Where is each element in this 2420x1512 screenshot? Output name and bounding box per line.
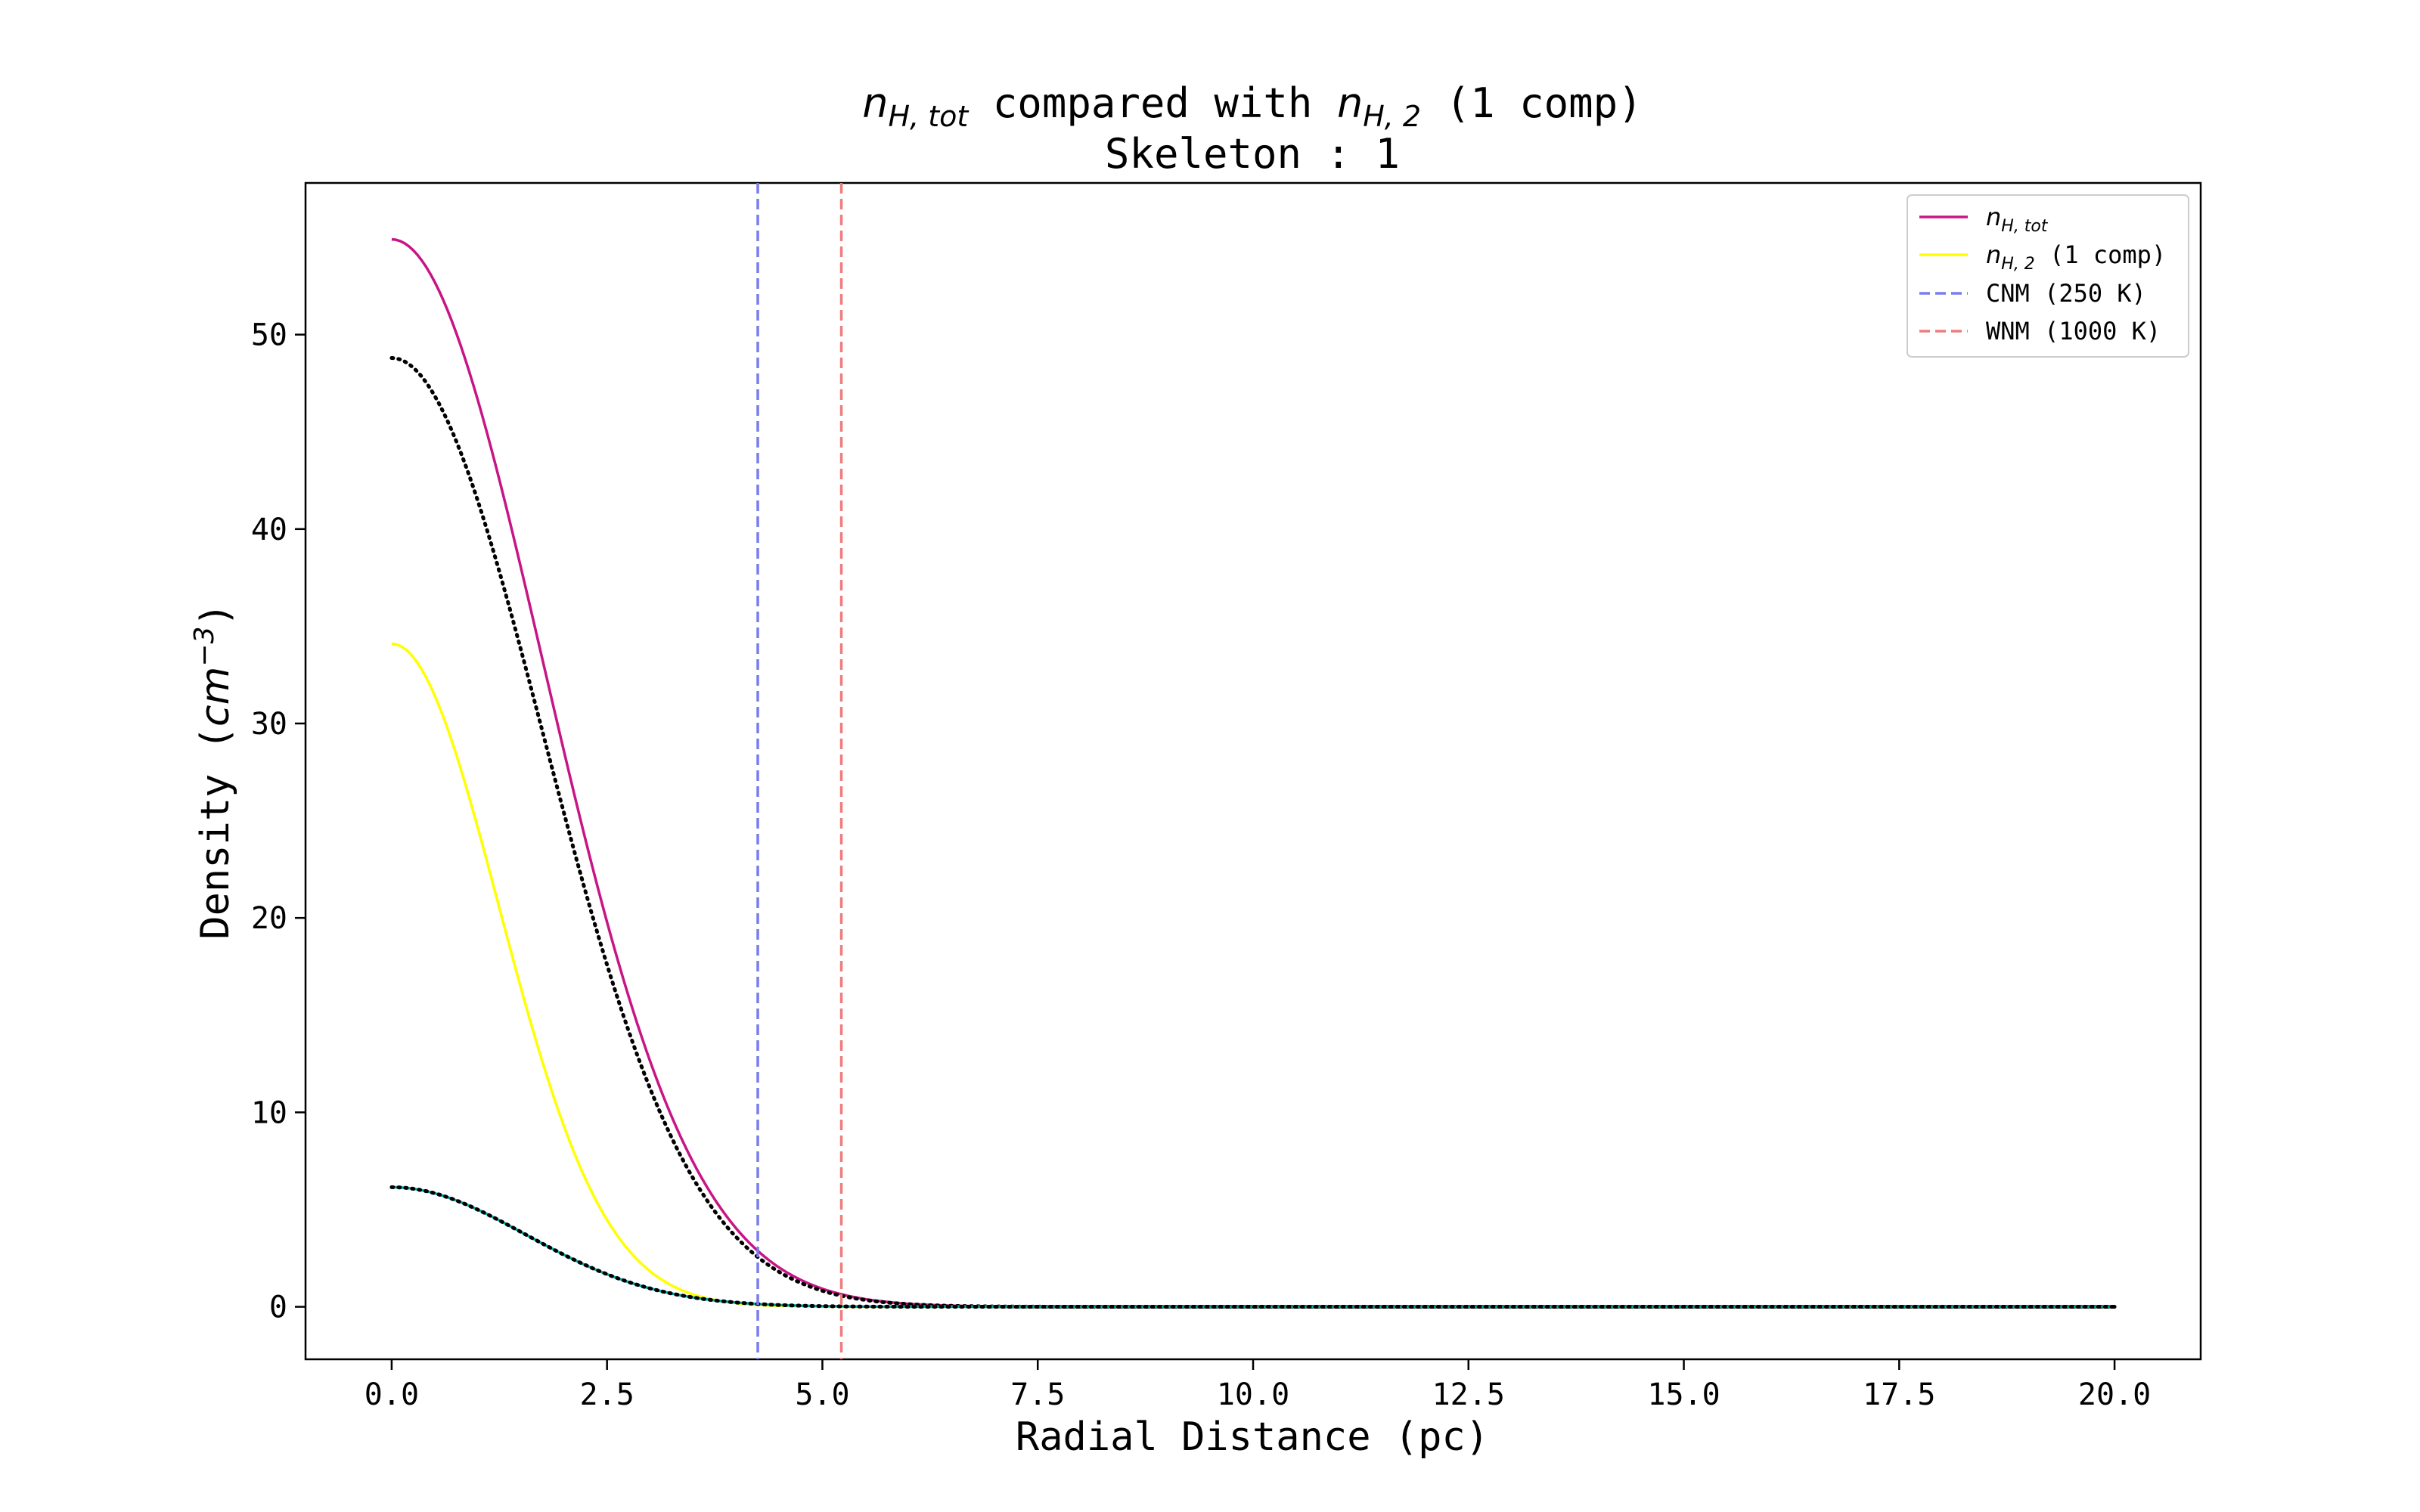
x-tick-label: 2.5: [580, 1377, 634, 1412]
title-ntot-symbol: n: [862, 79, 888, 127]
legend-nh2-subscript: H, 2: [2001, 255, 2035, 274]
y-label-exponent: −3: [189, 627, 220, 667]
title-nh2-subscript: H, 2: [1363, 100, 1421, 133]
x-axis-ticks: 0.0 2.5 5.0 7.5 10.0 12.5 15.0 17.5 20.0: [365, 1359, 2151, 1412]
y-tick-label: 20: [251, 901, 287, 936]
title-nh2-symbol: n: [1337, 79, 1363, 127]
legend-nh2-label: nH, 2 (1 comp): [1986, 240, 2166, 274]
x-tick-label: 17.5: [1863, 1377, 1935, 1412]
legend-ntot-symbol: n: [1986, 203, 2001, 231]
x-tick-label: 0.0: [365, 1377, 419, 1412]
x-tick-label: 12.5: [1432, 1377, 1505, 1412]
legend-cnm-label: CNM (250 K): [1986, 279, 2146, 308]
y-axis-ticks: 0 10 20 30 40 50: [251, 318, 306, 1325]
x-axis-label: Radial Distance (pc): [1016, 1414, 1489, 1460]
chart-title-line1: nH, tot compared with nH, 2 (1 comp): [862, 79, 1642, 133]
y-label-suffix: ): [193, 603, 238, 626]
plot-frame: [304, 181, 2202, 1361]
legend-ntot-subscript: H, tot: [2001, 217, 2049, 236]
y-label-unit: cm: [193, 667, 238, 727]
legend-wnm-label: WNM (1000 K): [1986, 317, 2161, 345]
legend-box: [1907, 194, 2189, 358]
series-group: [389, 237, 2117, 1309]
legend: nH, tot nH, 2 (1 comp) CNM (250 K) WNM (…: [1907, 194, 2189, 358]
series-small-comp-fit: [389, 1185, 2117, 1309]
title-mid-text: compared with: [968, 79, 1337, 127]
y-axis-label: Density (cm−3): [189, 603, 238, 939]
x-tick-label: 7.5: [1010, 1377, 1065, 1412]
y-label-prefix: Density (: [193, 727, 238, 940]
y-tick-label: 10: [251, 1095, 287, 1130]
legend-nh2-symbol: n: [1986, 240, 2001, 269]
y-tick-label: 50: [251, 318, 287, 353]
x-tick-label: 15.0: [1647, 1377, 1720, 1412]
x-tick-label: 5.0: [795, 1377, 849, 1412]
plot-area: [304, 181, 2202, 1361]
y-tick-label: 0: [269, 1290, 287, 1325]
x-tick-label: 20.0: [2078, 1377, 2151, 1412]
chart-title-line2: Skeleton : 1: [1105, 130, 1400, 178]
y-tick-label: 30: [251, 707, 287, 742]
vline-group: [756, 183, 843, 1359]
legend-nh2-rest: (1 comp): [2035, 240, 2166, 269]
y-tick-label: 40: [251, 513, 287, 547]
title-end-text: (1 comp): [1421, 79, 1643, 127]
legend-ntot-label: nH, tot: [1986, 203, 2049, 236]
title-ntot-subscript: H, tot: [889, 100, 970, 133]
x-tick-label: 10.0: [1217, 1377, 1289, 1412]
